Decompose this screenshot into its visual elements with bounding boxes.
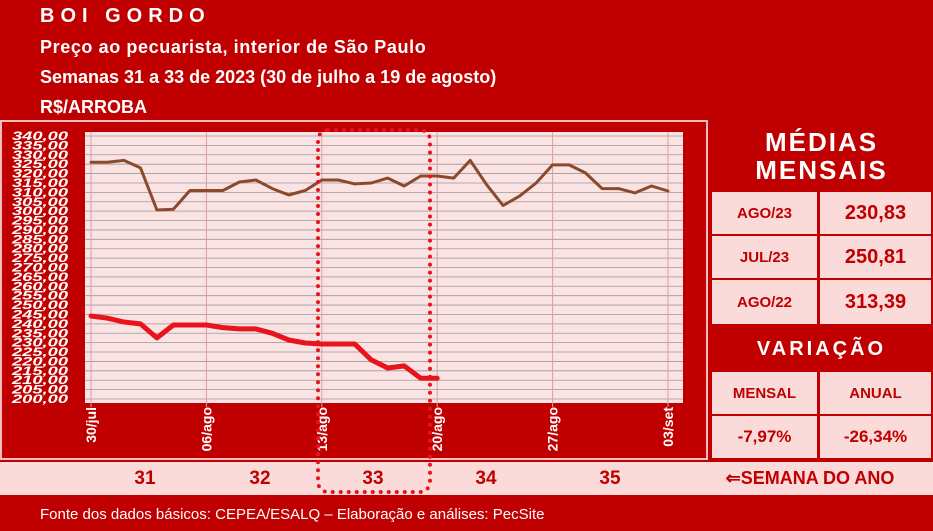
y-tick-label: 240,00	[10, 317, 68, 331]
y-tick-label: 280,00	[10, 242, 68, 256]
week-number: 31	[134, 467, 156, 489]
y-tick-label: 300,00	[12, 204, 68, 218]
week-number: 34	[475, 467, 497, 489]
y-tick-label: 335,00	[12, 138, 68, 152]
chart-frame	[0, 120, 708, 460]
variation-title: VARIAÇÃO	[710, 328, 933, 370]
title: BOI GORDO	[40, 5, 211, 27]
series-line	[88, 313, 440, 381]
y-tick-label: 325,00	[12, 157, 68, 171]
panel-title: MÉDIAS MENSAIS	[710, 122, 933, 190]
y-tick-label: 275,00	[10, 251, 68, 265]
footer: Fonte dos dados básicos: CEPEA/ESALQ – E…	[40, 506, 545, 523]
x-tick-label: 27/ago	[545, 407, 561, 451]
y-tick-label: 205,00	[10, 383, 68, 397]
x-tick-label: 20/ago	[429, 407, 445, 451]
week-number: 32	[249, 467, 271, 489]
subtitle: Preço ao pecuarista, interior de São Pau…	[40, 37, 427, 57]
y-tick-label: 330,00	[12, 148, 68, 162]
y-tick-label: 340,00	[12, 129, 68, 143]
y-tick-label: 220,00	[10, 354, 68, 368]
y-tick-label: 295,00	[10, 214, 68, 228]
y-tick-label: 290,00	[10, 223, 68, 237]
month-value: 250,81	[820, 236, 931, 278]
y-tick-label: 320,00	[12, 167, 68, 181]
y-tick-label: 235,00	[10, 326, 68, 340]
y-tick-label: 250,00	[10, 298, 68, 312]
month-value: 230,83	[820, 192, 931, 234]
y-tick-label: 260,00	[10, 279, 68, 293]
variation-value: -26,34%	[820, 416, 931, 458]
week-bar	[0, 462, 933, 495]
variation-header: ANUAL	[820, 372, 931, 414]
x-tick-label: 03/set	[660, 407, 676, 447]
y-tick-label: 245,00	[10, 307, 68, 321]
x-tick-label: 30/jul	[83, 407, 99, 443]
y-tick-label: 255,00	[10, 289, 68, 303]
y-tick-label: 225,00	[10, 345, 68, 359]
y-tick-label: 305,00	[12, 195, 68, 209]
chart: 200,00205,00210,00215,00220,00225,00230,…	[10, 129, 683, 451]
week-number: 35	[599, 467, 621, 489]
week-axis-label: ⇐SEMANA DO ANO	[725, 468, 895, 488]
y-tick-label: 200,00	[10, 392, 68, 406]
month-label: AGO/22	[712, 280, 817, 324]
month-label: AGO/23	[712, 192, 817, 234]
y-tick-label: 315,00	[12, 176, 68, 190]
period: Semanas 31 a 33 de 2023 (30 de julho a 1…	[40, 67, 497, 87]
y-tick-label: 285,00	[10, 232, 68, 246]
x-tick-label: 06/ago	[198, 407, 214, 451]
week-number: 33	[362, 467, 384, 489]
month-label: JUL/23	[712, 236, 817, 278]
unit: R$/ARROBA	[40, 97, 148, 117]
y-tick-label: 215,00	[10, 364, 68, 378]
highlight-week	[316, 128, 432, 494]
y-tick-label: 265,00	[10, 270, 68, 284]
y-tick-label: 270,00	[10, 261, 68, 275]
y-tick-label: 210,00	[10, 373, 68, 387]
y-tick-label: 230,00	[10, 336, 68, 350]
variation-header: MENSAL	[712, 372, 817, 414]
month-value: 313,39	[820, 280, 931, 324]
variation-value: -7,97%	[712, 416, 817, 458]
series-line	[89, 158, 670, 212]
y-tick-label: 310,00	[12, 185, 68, 199]
